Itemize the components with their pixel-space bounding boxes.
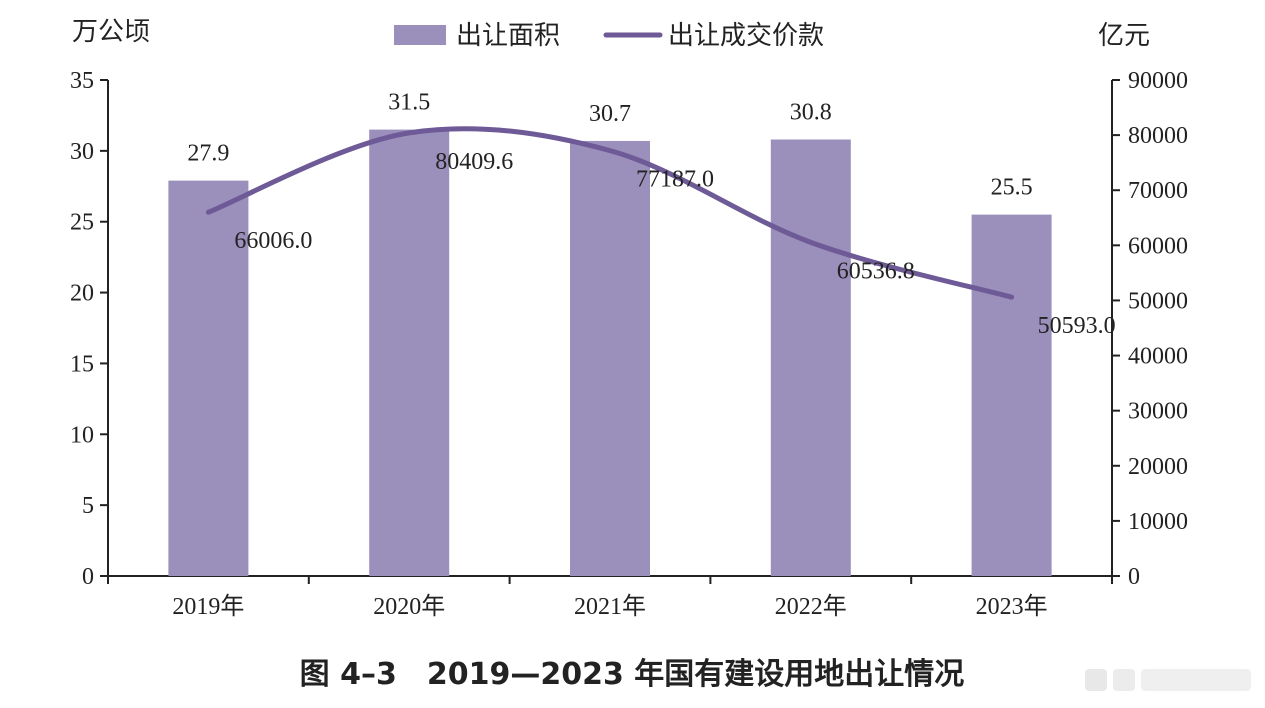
left-tick-label: 0 xyxy=(82,564,94,590)
left-tick-label: 5 xyxy=(82,493,94,519)
bar-2019年 xyxy=(168,180,249,577)
x-category-label: 2022年 xyxy=(775,593,847,620)
left-tick-label: 20 xyxy=(70,281,94,307)
left-tick-label: 25 xyxy=(70,210,94,236)
legend-swatch-bar xyxy=(394,25,446,45)
legend: 出让面积 出让成交价款 xyxy=(394,21,824,51)
left-tick-label: 10 xyxy=(70,422,94,448)
chart-caption: 图 4–3 2019—2023 年国有建设用地出让情况 xyxy=(300,657,965,692)
line-value-label: 66006.0 xyxy=(234,228,312,254)
right-tick-label: 60000 xyxy=(1128,233,1188,259)
bar-value-label: 25.5 xyxy=(991,175,1033,201)
bar-2021年 xyxy=(570,140,650,577)
line-point-2021年 xyxy=(608,148,612,153)
right-tick-label: 20000 xyxy=(1128,454,1188,480)
line-value-label: 60536.8 xyxy=(837,258,915,284)
x-category-label: 2019年 xyxy=(172,593,244,620)
line-point-2019年 xyxy=(206,210,211,215)
right-tick-label: 10000 xyxy=(1128,509,1188,535)
watermark-logo xyxy=(1085,669,1251,691)
right-tick-label: 80000 xyxy=(1128,123,1188,149)
line-value-label: 80409.6 xyxy=(435,149,513,175)
legend-label-line: 出让成交价款 xyxy=(668,21,824,51)
bar-2020年 xyxy=(369,129,450,576)
bars xyxy=(168,129,1052,577)
line-value-label: 77187.0 xyxy=(636,167,714,193)
line-value-label: 50593.0 xyxy=(1038,313,1116,339)
x-category-label: 2023年 xyxy=(976,593,1048,620)
right-tick-label: 30000 xyxy=(1128,399,1188,425)
bar-value-label: 30.7 xyxy=(589,101,631,127)
left-tick-label: 35 xyxy=(70,68,94,94)
right-tick-label: 70000 xyxy=(1128,178,1188,204)
line-point-2020年 xyxy=(407,130,412,135)
line-point-2022年 xyxy=(808,240,813,245)
legend-label-bar: 出让面积 xyxy=(456,21,560,51)
left-axis-unit: 万公顷 xyxy=(72,17,150,47)
x-category-label: 2020年 xyxy=(373,593,445,620)
bar-value-label: 31.5 xyxy=(388,90,430,116)
bar-value-label: 30.8 xyxy=(790,100,832,126)
line-point-2023年 xyxy=(1009,295,1014,300)
data-labels: 27.9 31.5 30.7 30.8 25.5 66006.0 80409.6 77187.… xyxy=(187,90,1115,340)
right-axis-unit: 亿元 xyxy=(1098,21,1150,51)
line-series xyxy=(205,126,1015,300)
left-tick-label: 30 xyxy=(70,139,94,165)
right-tick-label: 50000 xyxy=(1128,288,1188,314)
right-tick-label: 0 xyxy=(1128,564,1140,590)
x-category-label: 2021年 xyxy=(574,593,646,620)
bar-2022年 xyxy=(770,139,851,576)
axes: 0 5 10 15 20 25 30 35 0 10000 20000 30000 40000 50000… xyxy=(70,68,1188,620)
bar-2023年 xyxy=(971,214,1052,576)
right-tick-label: 90000 xyxy=(1128,68,1188,94)
right-tick-label: 40000 xyxy=(1128,344,1188,370)
left-tick-label: 15 xyxy=(70,351,94,377)
bar-value-label: 27.9 xyxy=(187,141,229,167)
